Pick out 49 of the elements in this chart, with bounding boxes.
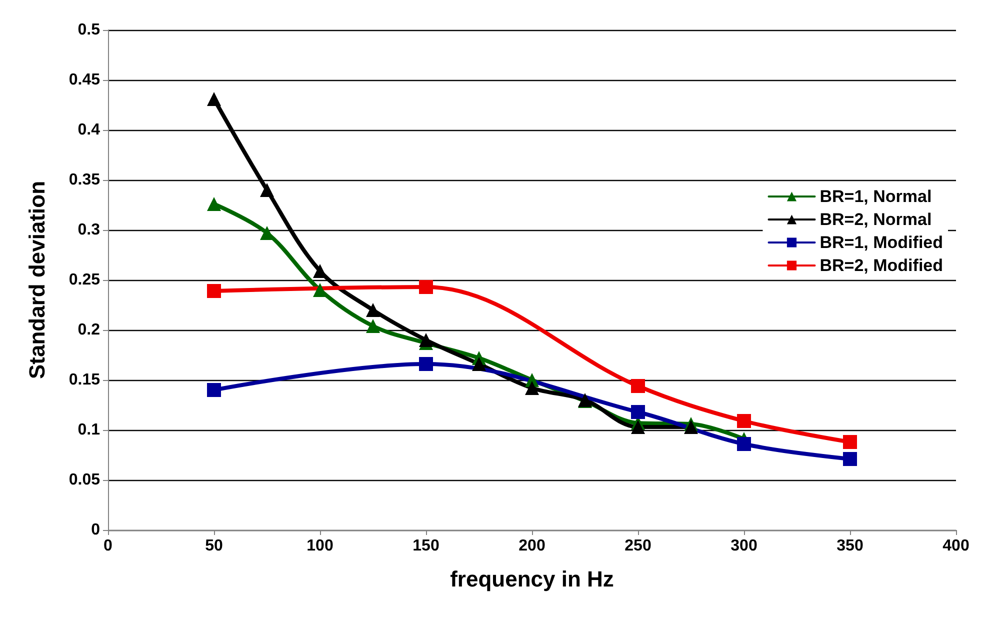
point (631, 379, 645, 393)
legend-label: BR=2, Normal (820, 210, 932, 229)
x-tick-label: 0 (104, 538, 113, 554)
x-tick-label: 250 (624, 538, 652, 554)
legend-label: BR=2, Modified (820, 256, 944, 275)
x-tick-label: 300 (730, 538, 758, 554)
legend-label: BR=1, Normal (820, 187, 932, 206)
x-tick-label: 350 (836, 538, 864, 554)
y-tick-label: 0 (91, 522, 100, 538)
y-tick-label: 0.15 (68, 372, 100, 388)
y-tick-label: 0.05 (68, 472, 100, 488)
x-tick-label: 50 (205, 538, 223, 554)
point (419, 280, 433, 294)
y-axis-title: Standard deviation (24, 180, 50, 380)
point (260, 226, 274, 240)
x-tick-label: 400 (942, 538, 970, 554)
point (260, 183, 274, 197)
y-tick-label: 0.45 (68, 72, 100, 88)
point (843, 452, 857, 466)
y-tick-label: 0.3 (78, 222, 100, 238)
point (684, 420, 698, 434)
point (207, 92, 221, 106)
point (313, 264, 327, 278)
y-tick-label: 0.4 (78, 122, 100, 138)
point (737, 414, 751, 428)
point (843, 435, 857, 449)
point (419, 357, 433, 371)
point (737, 437, 751, 451)
x-tick-label: 200 (518, 538, 546, 554)
x-axis-title: frequency in Hz (450, 566, 614, 592)
y-tick-label: 0.25 (68, 272, 100, 288)
point (207, 197, 221, 211)
point (631, 420, 645, 434)
y-tick-label: 0.2 (78, 322, 100, 338)
point (631, 405, 645, 419)
x-tick-label: 100 (306, 538, 334, 554)
point (207, 284, 221, 298)
point (472, 357, 486, 371)
point (313, 283, 327, 297)
y-tick-label: 0.5 (78, 22, 100, 38)
y-tick-label: 0.35 (68, 172, 100, 188)
x-tick-label: 150 (412, 538, 440, 554)
point (366, 303, 380, 317)
point (366, 319, 380, 333)
point (525, 381, 539, 395)
y-tick-label: 0.1 (78, 422, 100, 438)
point (207, 383, 221, 397)
point (419, 333, 433, 347)
legend-label: BR=1, Modified (820, 233, 944, 252)
